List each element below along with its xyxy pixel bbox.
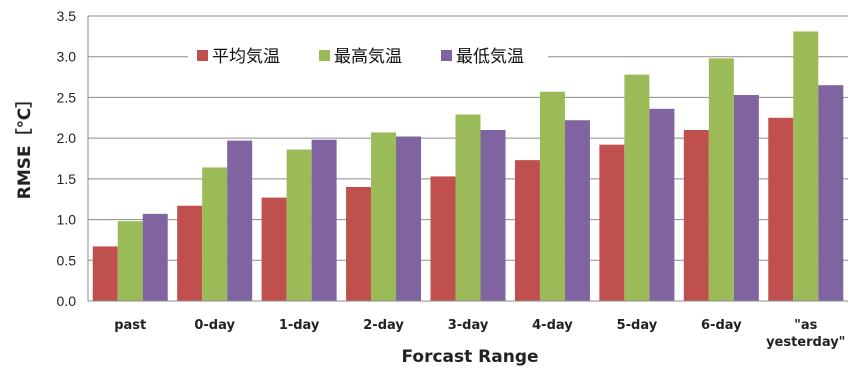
y-tick-label: 0.5 [57, 252, 77, 268]
bar [793, 31, 819, 301]
bar [708, 58, 734, 301]
bar [564, 120, 590, 301]
bar [177, 205, 203, 301]
bar [649, 108, 675, 301]
bar [683, 130, 709, 301]
x-tick-label: 5-day [617, 318, 658, 333]
y-tick-label: 3.0 [57, 49, 77, 65]
legend-swatch [197, 50, 208, 61]
x-axis-title: Forcast Range [401, 347, 538, 367]
x-tick-label: "as yesterday" [766, 318, 845, 350]
bar [733, 94, 759, 301]
x-tick-label: 0-day [194, 318, 235, 333]
y-tick-label: 3.5 [57, 8, 77, 24]
bar [599, 144, 625, 301]
y-tick-label: 2.5 [57, 89, 77, 105]
legend-label: 平均気温 [212, 47, 280, 67]
y-axis-title: RMSE［℃］ [14, 91, 35, 199]
bar [261, 197, 287, 301]
legend-label: 最低気温 [456, 47, 524, 67]
legend-swatch [441, 50, 452, 61]
bar [539, 91, 565, 301]
bar [514, 160, 540, 301]
bar [818, 85, 844, 301]
x-tick-label: 4-day [532, 318, 573, 333]
y-tick-label: 1.0 [57, 212, 77, 228]
bar [455, 114, 481, 302]
bar [396, 136, 422, 301]
x-tick-label: 3-day [448, 318, 489, 333]
legend-item: 平均気温 [197, 47, 280, 67]
bars [92, 31, 844, 302]
y-tick-label: 1.5 [57, 171, 77, 187]
bar [371, 132, 397, 301]
y-tick-label: 2.0 [57, 130, 77, 146]
bar [142, 213, 168, 301]
bar [227, 140, 253, 301]
bar [768, 117, 794, 302]
legend-item: 最高気温 [319, 47, 402, 67]
axes [87, 16, 848, 302]
legend-label: 最高気温 [334, 47, 402, 67]
legend-item: 最低気温 [441, 47, 524, 67]
y-tick-labels: 0.0 0.5 1.0 1.5 2.0 2.5 3.0 3.5 [57, 8, 77, 309]
bar [117, 221, 143, 301]
y-tick-label: 0.0 [57, 293, 77, 309]
bar [624, 74, 650, 301]
x-tick-label: 2-day [363, 318, 404, 333]
bar [346, 187, 372, 301]
x-tick-label: past [114, 318, 146, 333]
bar [286, 149, 312, 301]
legend-background [188, 42, 548, 70]
bar [480, 130, 506, 301]
x-tick-label: 1-day [279, 318, 320, 333]
bar [430, 176, 456, 301]
x-tick-labels: past 0-day 1-day 2-day 3-day 4-day 5-day 6-day "… [114, 318, 845, 350]
bar [92, 246, 118, 301]
bar [202, 167, 228, 301]
legend-swatch [319, 50, 330, 61]
bar [311, 139, 337, 301]
legend: 平均気温 最高気温 最低気温 [188, 42, 548, 70]
x-tick-label: 6-day [701, 318, 742, 333]
